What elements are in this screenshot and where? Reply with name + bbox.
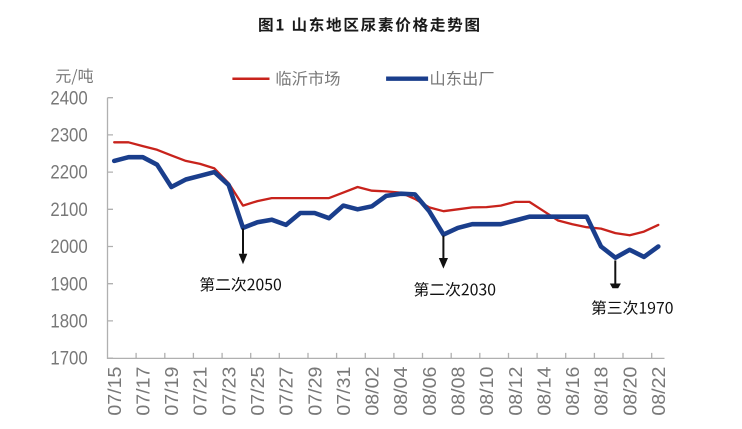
- svg-text:07/17: 07/17: [134, 367, 154, 416]
- svg-text:07/15: 07/15: [105, 367, 125, 416]
- svg-text:07/29: 07/29: [305, 367, 325, 416]
- svg-text:2300: 2300: [50, 126, 87, 147]
- svg-text:1800: 1800: [50, 312, 87, 333]
- svg-text:2000: 2000: [50, 237, 87, 258]
- svg-text:08/04: 08/04: [391, 367, 411, 416]
- svg-text:1700: 1700: [50, 349, 87, 370]
- svg-text:2400: 2400: [50, 88, 87, 109]
- svg-text:08/16: 08/16: [563, 367, 583, 416]
- svg-text:07/19: 07/19: [162, 367, 182, 416]
- svg-text:07/23: 07/23: [219, 367, 239, 416]
- svg-text:07/25: 07/25: [248, 367, 268, 416]
- svg-text:07/21: 07/21: [191, 367, 211, 416]
- svg-text:1900: 1900: [50, 274, 87, 295]
- svg-text:08/22: 08/22: [649, 367, 669, 416]
- svg-text:08/02: 08/02: [363, 367, 383, 416]
- svg-text:08/06: 08/06: [420, 367, 440, 416]
- svg-text:08/20: 08/20: [620, 367, 640, 416]
- svg-text:07/27: 07/27: [277, 367, 297, 416]
- svg-text:08/08: 08/08: [449, 367, 469, 416]
- svg-text:08/14: 08/14: [534, 367, 554, 416]
- svg-text:07/31: 07/31: [334, 367, 354, 416]
- svg-text:08/18: 08/18: [592, 367, 612, 416]
- svg-text:08/12: 08/12: [506, 367, 526, 416]
- svg-text:2200: 2200: [50, 163, 87, 184]
- svg-text:08/10: 08/10: [477, 367, 497, 416]
- svg-text:2100: 2100: [50, 200, 87, 221]
